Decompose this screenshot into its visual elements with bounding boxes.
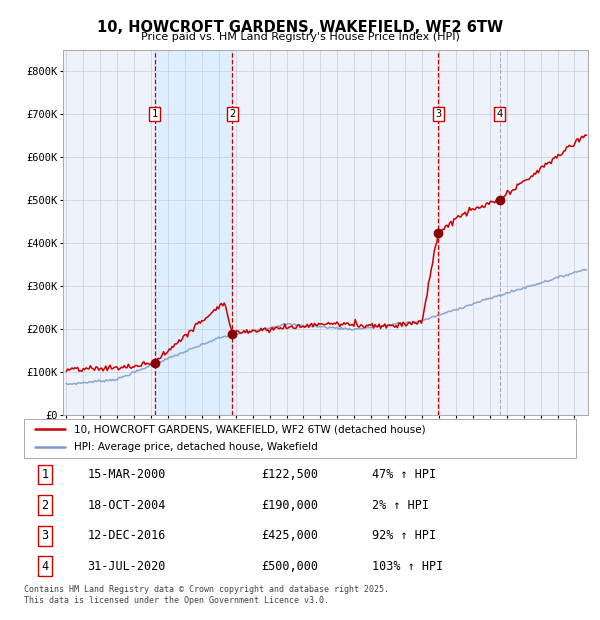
Text: 1: 1 bbox=[151, 109, 158, 119]
Text: 2: 2 bbox=[41, 498, 49, 511]
Bar bbox=[155, 50, 232, 415]
Text: 18-OCT-2004: 18-OCT-2004 bbox=[88, 498, 166, 511]
Text: 103% ↑ HPI: 103% ↑ HPI bbox=[372, 560, 443, 573]
Text: Contains HM Land Registry data © Crown copyright and database right 2025.
This d: Contains HM Land Registry data © Crown c… bbox=[24, 585, 389, 604]
Text: 47% ↑ HPI: 47% ↑ HPI bbox=[372, 468, 436, 481]
Text: £190,000: £190,000 bbox=[262, 498, 319, 511]
Text: 15-MAR-2000: 15-MAR-2000 bbox=[88, 468, 166, 481]
Text: 12-DEC-2016: 12-DEC-2016 bbox=[88, 529, 166, 542]
Text: 4: 4 bbox=[496, 109, 503, 119]
Text: HPI: Average price, detached house, Wakefield: HPI: Average price, detached house, Wake… bbox=[74, 442, 317, 452]
Text: 2% ↑ HPI: 2% ↑ HPI bbox=[372, 498, 429, 511]
Text: Price paid vs. HM Land Registry's House Price Index (HPI): Price paid vs. HM Land Registry's House … bbox=[140, 32, 460, 42]
Text: 1: 1 bbox=[41, 468, 49, 481]
Text: 3: 3 bbox=[41, 529, 49, 542]
Text: 10, HOWCROFT GARDENS, WAKEFIELD, WF2 6TW (detached house): 10, HOWCROFT GARDENS, WAKEFIELD, WF2 6TW… bbox=[74, 424, 425, 434]
Text: 2: 2 bbox=[229, 109, 235, 119]
Text: 31-JUL-2020: 31-JUL-2020 bbox=[88, 560, 166, 573]
Text: 92% ↑ HPI: 92% ↑ HPI bbox=[372, 529, 436, 542]
Text: £122,500: £122,500 bbox=[262, 468, 319, 481]
Text: £500,000: £500,000 bbox=[262, 560, 319, 573]
Text: 10, HOWCROFT GARDENS, WAKEFIELD, WF2 6TW: 10, HOWCROFT GARDENS, WAKEFIELD, WF2 6TW bbox=[97, 20, 503, 35]
Text: 3: 3 bbox=[435, 109, 441, 119]
Text: £425,000: £425,000 bbox=[262, 529, 319, 542]
Text: 4: 4 bbox=[41, 560, 49, 573]
